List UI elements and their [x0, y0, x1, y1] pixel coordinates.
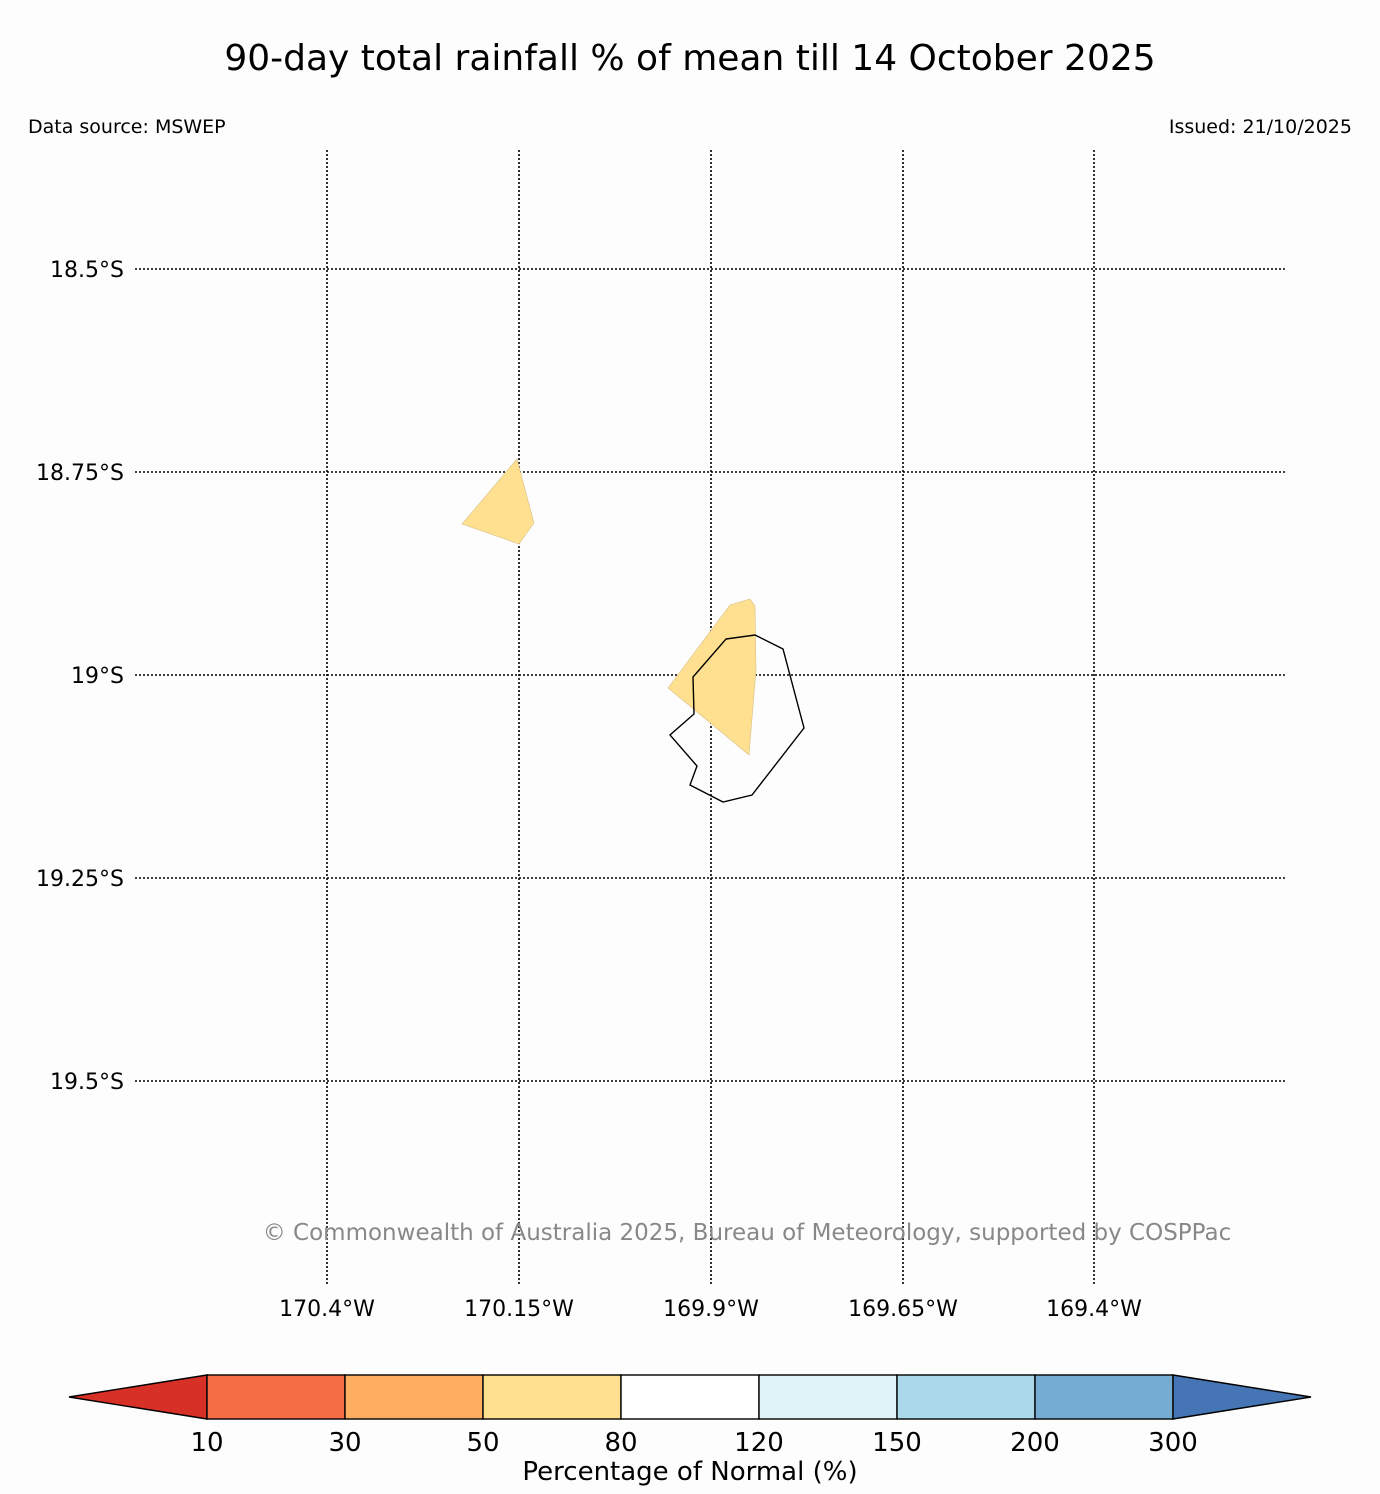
rainfall-anomaly-patch-island — [667, 598, 757, 756]
lon-label-170-15: 170.15°W — [464, 1297, 574, 1322]
lat-label-18-5: 18.5°S — [50, 258, 124, 283]
colorbar-bin-50-80 — [482, 1374, 622, 1420]
lon-label-169-9: 169.9°W — [663, 1297, 759, 1322]
issued-date-label: Issued: 21/10/2025 — [1168, 116, 1352, 138]
colorbar-over-triangle — [1172, 1374, 1312, 1420]
island-coastline — [669, 634, 805, 803]
colorbar-tick-150: 150 — [872, 1428, 922, 1458]
colorbar-bin-200-300 — [1034, 1374, 1174, 1420]
lon-label-170-4: 170.4°W — [279, 1297, 375, 1322]
colorbar-tick-50: 50 — [466, 1428, 499, 1458]
map-title: 90-day total rainfall % of mean till 14 … — [224, 38, 1156, 79]
copyright-notice: © Commonwealth of Australia 2025, Bureau… — [263, 1220, 1232, 1246]
lat-label-19: 19°S — [71, 664, 124, 689]
lon-label-169-4: 169.4°W — [1046, 1297, 1142, 1322]
data-source-label: Data source: MSWEP — [28, 116, 226, 138]
colorbar-bin-120-150 — [758, 1374, 898, 1420]
colorbar-tick-300: 300 — [1148, 1428, 1198, 1458]
colorbar-tick-80: 80 — [604, 1428, 637, 1458]
rainfall-anomaly-patch-north — [461, 458, 535, 545]
lon-label-169-65: 169.65°W — [848, 1297, 958, 1322]
lat-label-18-75: 18.75°S — [36, 461, 124, 486]
colorbar-tick-10: 10 — [190, 1428, 223, 1458]
graticule — [135, 150, 1285, 1285]
colorbar-bin-80-120 — [620, 1374, 760, 1420]
colorbar-bin-30-50 — [344, 1374, 484, 1420]
colorbar-under-triangle — [68, 1374, 208, 1420]
colorbar — [68, 1374, 1312, 1420]
colorbar-bin-10-30 — [206, 1374, 346, 1420]
colorbar-title: Percentage of Normal (%) — [522, 1457, 857, 1487]
colorbar-tick-120: 120 — [734, 1428, 784, 1458]
lat-label-19-5: 19.5°S — [50, 1070, 124, 1095]
lat-label-19-25: 19.25°S — [36, 867, 124, 892]
colorbar-tick-30: 30 — [328, 1428, 361, 1458]
colorbar-tick-200: 200 — [1010, 1428, 1060, 1458]
colorbar-bin-150-200 — [896, 1374, 1036, 1420]
